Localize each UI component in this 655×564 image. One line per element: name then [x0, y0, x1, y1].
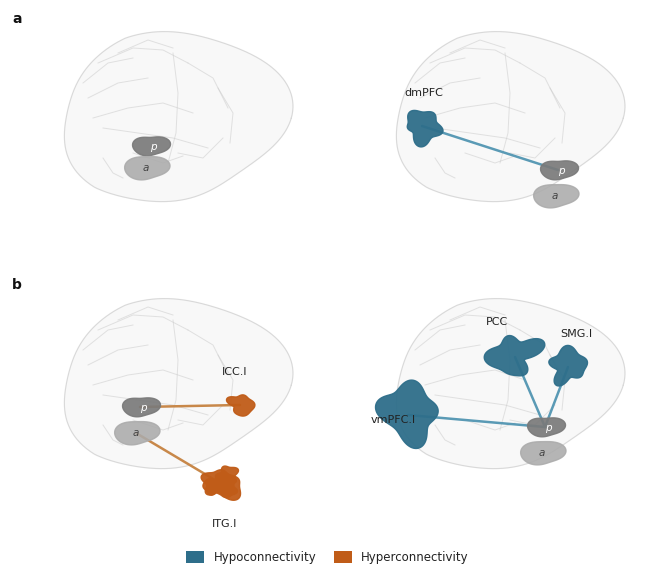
Polygon shape [215, 466, 238, 484]
Text: p: p [557, 166, 565, 176]
Text: dmPFC: dmPFC [405, 88, 443, 98]
Text: a: a [539, 448, 545, 458]
Polygon shape [527, 418, 565, 437]
Text: p: p [140, 403, 146, 413]
Text: a: a [12, 12, 22, 26]
Polygon shape [396, 298, 625, 469]
Legend: Hypoconnectivity, Hyperconnectivity: Hypoconnectivity, Hyperconnectivity [186, 550, 469, 564]
Polygon shape [540, 161, 578, 180]
Polygon shape [132, 137, 170, 156]
Text: b: b [12, 278, 22, 292]
Text: a: a [143, 163, 149, 173]
Text: PCC: PCC [486, 317, 508, 327]
Polygon shape [213, 481, 237, 497]
Polygon shape [124, 157, 170, 180]
Polygon shape [64, 298, 293, 469]
Polygon shape [122, 398, 160, 417]
Polygon shape [484, 336, 545, 376]
Text: vmPFC.l: vmPFC.l [371, 415, 415, 425]
Polygon shape [227, 395, 255, 416]
Polygon shape [521, 442, 566, 465]
Text: a: a [552, 191, 558, 201]
Polygon shape [549, 345, 588, 386]
Text: p: p [150, 142, 157, 152]
Polygon shape [115, 422, 160, 445]
Text: ICC.l: ICC.l [222, 367, 248, 377]
Text: ITG.l: ITG.l [212, 519, 238, 529]
Polygon shape [396, 32, 625, 201]
Polygon shape [201, 470, 240, 500]
Polygon shape [407, 111, 443, 147]
Polygon shape [64, 32, 293, 201]
Polygon shape [534, 184, 579, 208]
Polygon shape [203, 479, 227, 495]
Text: p: p [545, 423, 552, 433]
Text: SMG.l: SMG.l [560, 329, 592, 339]
Text: a: a [133, 428, 139, 438]
Polygon shape [375, 380, 438, 448]
